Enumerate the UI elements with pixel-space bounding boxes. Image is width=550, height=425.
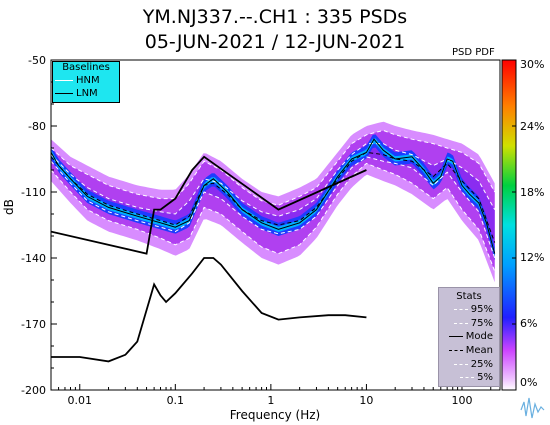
y-tick-label: -80: [28, 120, 46, 133]
y-tick-label: -200: [21, 384, 46, 397]
legend-entry-75: 75%: [470, 317, 493, 329]
colorbar-tick-label: 18%: [520, 186, 545, 199]
colorbar-title: PSD PDF: [452, 47, 495, 58]
legend-entry-95: 95%: [470, 304, 493, 316]
baselines-legend: Baselines HNM LNM: [52, 61, 120, 103]
y-tick-label: -170: [21, 318, 46, 331]
legend-entry-hnm: HNM: [76, 75, 100, 86]
stats-legend: Stats 95% 75% Mode Mean 25% 5%: [438, 287, 500, 387]
line-lnm: [51, 257, 367, 363]
legend-entry-5: 5%: [477, 372, 493, 384]
colorbar-tick-label: 0%: [520, 376, 538, 389]
density-band-broad: [51, 130, 495, 272]
line-75-percentile: [51, 143, 496, 217]
chart-title-station: YM.NJ337.--.CH1 : 335 PSDs: [142, 6, 408, 28]
x-axis-label: Frequency (Hz): [229, 408, 321, 422]
x-tick-label: 100: [451, 394, 472, 407]
legend-entry-mean: Mean: [465, 345, 493, 357]
baselines-legend-title: Baselines: [62, 62, 110, 73]
line-mode: [51, 138, 496, 254]
y-tick-label: -110: [21, 186, 46, 199]
colorbar-tick-label: 30%: [520, 58, 545, 71]
line-95-percentile: [51, 129, 496, 206]
legend-entry-25: 25%: [470, 358, 493, 370]
stats-legend-title: Stats: [456, 291, 482, 302]
line-mean: [51, 151, 496, 243]
x-tick-label: 0.01: [68, 394, 93, 407]
colorbar: [501, 59, 517, 391]
line-hnm: [51, 155, 367, 255]
x-tick-label: 0.1: [167, 394, 185, 407]
colorbar-tick-label: 24%: [520, 120, 545, 133]
plot-frame: [50, 59, 501, 391]
legend-entry-mode: Mode: [465, 331, 493, 343]
y-tick-label: -140: [21, 252, 46, 265]
chart-title-dates: 05-JUN-2021 / 12-JUN-2021: [144, 31, 406, 53]
y-axis-label: dB: [2, 199, 16, 215]
colorbar-tick-label: 6%: [520, 317, 538, 330]
logo-icon: [520, 397, 545, 419]
colorbar-tick-label: 12%: [520, 251, 545, 264]
density-band-core: [51, 134, 495, 261]
legend-entry-lnm: LNM: [76, 88, 98, 99]
y-tick-label: -50: [28, 54, 46, 67]
line-25-percentile: [51, 156, 496, 259]
x-tick-label: 10: [359, 394, 373, 407]
x-tick-label: 1: [267, 394, 274, 407]
